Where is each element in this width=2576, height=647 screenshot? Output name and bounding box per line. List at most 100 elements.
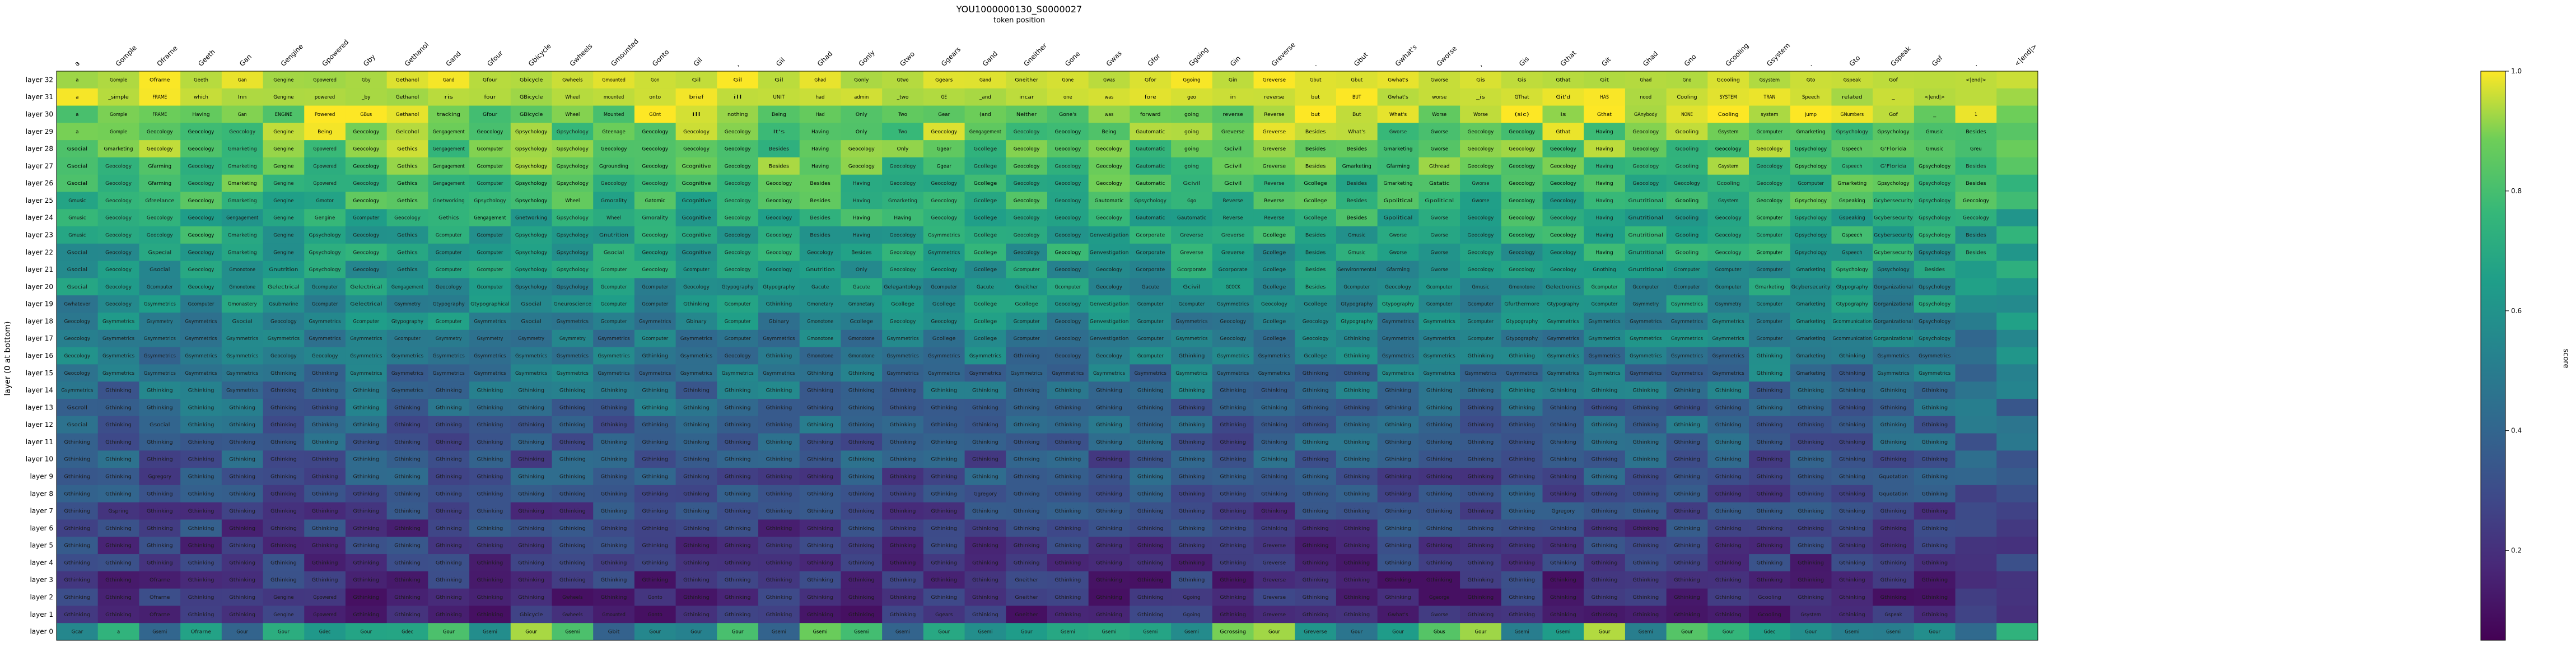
cell-label: Gelectronics: [1546, 285, 1581, 290]
heatmap-cell: [1295, 157, 1337, 175]
cell-label: Gcollege: [974, 198, 997, 204]
heatmap-cell: [1253, 174, 1295, 193]
cell-label: Gthinking: [394, 405, 421, 411]
cell-label: Gthinking: [1509, 612, 1535, 618]
cell-label: Gthinking: [931, 560, 957, 566]
heatmap-cell: [1749, 157, 1791, 175]
cell-label: Gthinking: [1343, 457, 1370, 463]
cell-label: Gsymmetrics: [1464, 371, 1496, 376]
heatmap-cell: [1130, 123, 1172, 141]
heatmap-cell: [469, 88, 511, 106]
cell-label: Gcomputer: [1757, 267, 1783, 273]
cell-label: Gthinking: [436, 388, 462, 394]
cell-label: Gthinking: [1343, 405, 1370, 411]
cell-label: Gthinking: [1715, 474, 1742, 480]
heatmap-cell: [1418, 88, 1460, 106]
cell-label: Besides: [1305, 147, 1326, 152]
cell-label: Gthinking: [312, 371, 338, 376]
cell-label: Gthinking: [1632, 543, 1659, 549]
x-tick-label: Gan: [238, 53, 253, 68]
heatmap-cell: [799, 174, 841, 193]
x-tick-label: ,: [1476, 61, 1483, 68]
cell-label: Gthinking: [1592, 595, 1618, 601]
cell-label: Gthinking: [1674, 526, 1700, 532]
cell-label: Gthinking: [436, 509, 462, 514]
cell-label: Gsymmetrics: [598, 353, 629, 359]
cell-label: Gnutritional: [1628, 216, 1663, 221]
cell-label: Gthinking: [270, 388, 297, 394]
cell-label: Gcomputer: [477, 181, 503, 187]
cell-label: ill: [692, 112, 701, 118]
cell-label: Gthinking: [1550, 491, 1576, 497]
cell-label: Gthinking: [229, 422, 255, 428]
heatmap-cell: [469, 105, 511, 123]
heatmap-cell: [1873, 123, 1915, 141]
cell-label: Gthinking: [477, 457, 503, 463]
cell-label: Gsymmetrics: [1135, 371, 1166, 376]
cell-label: Gthinking: [64, 509, 90, 514]
heatmap-cell: [1171, 105, 1213, 123]
cell-label: Gthinking: [1137, 509, 1164, 514]
cell-label: Gthinking: [559, 474, 586, 480]
cell-label: Gthinking: [1261, 422, 1287, 428]
cell-label: Gthinking: [642, 353, 668, 359]
cell-label: Gsymmetrics: [350, 371, 382, 376]
cell-label: Gthinking: [1096, 595, 1122, 601]
heatmap-cell: [1377, 192, 1419, 210]
cell-label: Ghad: [814, 77, 826, 83]
cell-label: Gthinking: [1921, 595, 1948, 601]
cell-label: Gthinking: [848, 612, 875, 618]
heatmap-cell: [1088, 88, 1130, 106]
cell-label: Gcooling: [1758, 612, 1781, 618]
cell-label: Gthinking: [890, 405, 916, 411]
cell-label: Gthinking: [1179, 543, 1205, 549]
cell-label: Gthinking: [1014, 526, 1040, 532]
cell-label: Gour: [1723, 630, 1734, 635]
cell-label: G'Florida: [1880, 147, 1907, 152]
cell-label: Gsymmetrics: [102, 319, 134, 324]
cell-label: Gthinking: [229, 440, 255, 445]
heatmap-cell: [1955, 450, 1997, 468]
x-tick-label: Gbicycle: [527, 42, 553, 68]
cell-label: a: [76, 129, 78, 135]
heatmap-cell: [882, 71, 924, 89]
heatmap-cell: [1171, 123, 1213, 141]
heatmap-cell: [1584, 192, 1626, 210]
heatmap-cell: [1996, 364, 2038, 382]
heatmap-cell: [57, 157, 99, 175]
heatmap-cell: [1955, 519, 1997, 537]
cell-label: Gthinking: [518, 440, 544, 445]
cell-label: Gthinking: [1592, 578, 1618, 583]
cell-label: Gmarketing: [228, 250, 257, 255]
colorbar-gradient: [2480, 71, 2506, 641]
cell-label: Gthinking: [1468, 560, 1494, 566]
cell-label: Gof: [1889, 112, 1898, 118]
cell-label: Gthinking: [601, 578, 627, 583]
heatmap-cell: [1460, 123, 1502, 141]
heatmap-cell: [1295, 140, 1337, 158]
cell-label: Gthinking: [1468, 457, 1494, 463]
x-tick-label: Gto: [1848, 54, 1862, 68]
heatmap-cell: [1625, 123, 1667, 141]
heatmap-cell: [1749, 140, 1791, 158]
x-tick-label: Gmounted: [609, 37, 640, 68]
cell-label: Gneuroscience: [554, 302, 592, 308]
cell-label: Gsymmetrics: [1011, 371, 1043, 376]
cell-label: Gthinking: [1343, 440, 1370, 445]
cell-label: Gmonotone: [229, 285, 255, 290]
heatmap-cell: [386, 105, 428, 123]
cell-label: Geocology: [807, 250, 833, 255]
cell-label: a: [76, 112, 78, 118]
cell-label: Gpolitical: [1384, 198, 1413, 204]
cell-label: Gpsychology: [1795, 147, 1827, 152]
heatmap-cell: [263, 88, 305, 106]
heatmap-cell: [1171, 157, 1213, 175]
cell-label: Gthinking: [1715, 491, 1742, 497]
cell-label: Gthinking: [1839, 353, 1865, 359]
cell-label: Inn: [238, 95, 247, 100]
cell-label: Gthinking: [1674, 612, 1700, 618]
heatmap-cell: [1171, 174, 1213, 193]
cell-label: Geocology: [890, 164, 916, 169]
heatmap-cell: [882, 105, 924, 123]
cell-label: Speech: [1802, 95, 1819, 100]
